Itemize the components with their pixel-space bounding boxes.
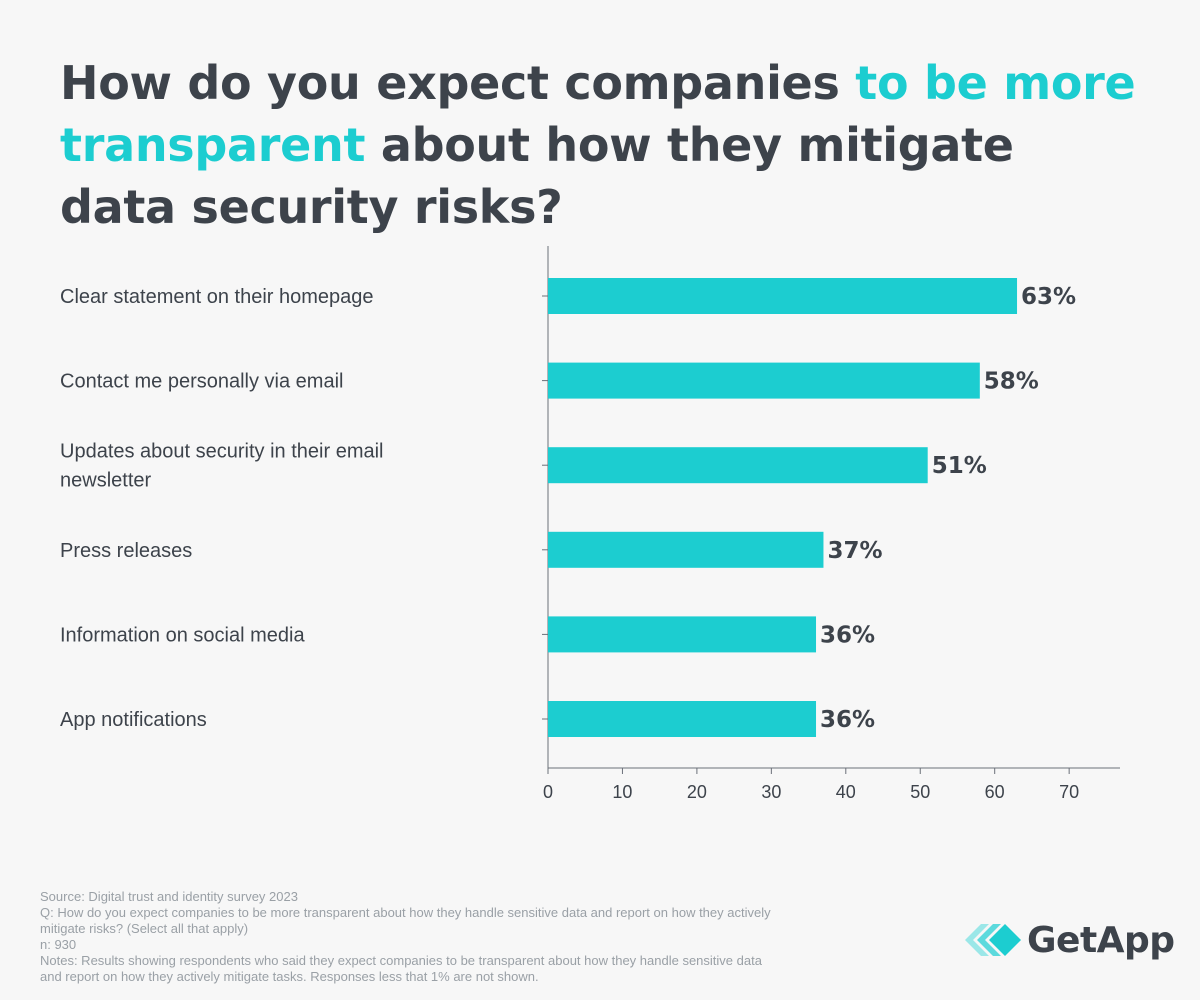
x-tick-label: 70 xyxy=(1059,782,1079,802)
footnote-question-line2: mitigate risks? (Select all that apply) xyxy=(40,921,249,936)
footnotes: Source: Digital trust and identity surve… xyxy=(40,889,880,985)
category-label-line: Information on social media xyxy=(60,624,305,646)
title-highlight: to be more transparent xyxy=(60,56,1136,172)
footnote-notes-line2: and report on how they actively mitigate… xyxy=(40,969,539,984)
category-label-line: Press releases xyxy=(60,540,192,562)
category-label: App notifications xyxy=(60,709,207,731)
category-label: Clear statement on their homepage xyxy=(60,286,374,308)
footnote-notes-line1: Notes: Results showing respondents who s… xyxy=(40,953,762,968)
footnote-question-line1: Q: How do you expect companies to be mor… xyxy=(40,905,771,920)
title-part-after: about how they mitigate data security ri… xyxy=(60,118,1014,234)
category-label-line: Updates about security in their email xyxy=(60,441,384,463)
logo-text: GetApp xyxy=(1027,919,1175,961)
category-label: Updates about security in their email new… xyxy=(60,441,384,492)
category-label-line: newsletter xyxy=(60,470,151,492)
bar-value-label: 58% xyxy=(984,369,1039,395)
footnote-sample-size: n: 930 xyxy=(40,937,77,952)
chart-title: How do you expect companies to be more t… xyxy=(60,52,1140,238)
bar-value-label: 37% xyxy=(827,538,882,564)
bar xyxy=(548,447,928,484)
category-label: Press releases xyxy=(60,540,192,562)
category-label-line: Contact me personally via email xyxy=(60,371,343,393)
footnote-source: Source: Digital trust and identity surve… xyxy=(40,889,298,904)
category-label: Contact me personally via email xyxy=(60,371,343,393)
bar-value-label: 51% xyxy=(932,453,987,479)
title-part-before: How do you expect companies xyxy=(60,56,856,110)
category-label: Information on social media xyxy=(60,624,305,646)
bar-chart: 0 10 20 30 40 50 60 70 63% Clear statement on the… xyxy=(60,246,1120,802)
bar xyxy=(548,531,824,568)
bar-value-label: 36% xyxy=(820,707,875,733)
x-tick-label: 40 xyxy=(836,782,856,802)
x-tick-label: 20 xyxy=(687,782,707,802)
bar xyxy=(548,616,817,653)
x-tick-label: 0 xyxy=(543,782,553,802)
bar xyxy=(548,278,1018,314)
category-label-line: App notifications xyxy=(60,709,207,731)
x-tick-label: 30 xyxy=(761,782,781,802)
bar xyxy=(548,701,817,737)
getapp-chevrons-icon xyxy=(965,924,1021,956)
x-tick-label: 60 xyxy=(985,782,1005,802)
x-tick-label: 50 xyxy=(910,782,930,802)
bar xyxy=(548,362,980,399)
x-tick-label: 10 xyxy=(612,782,632,802)
getapp-logo: GetApp xyxy=(965,918,1175,962)
bar-value-label: 63% xyxy=(1021,284,1076,310)
category-label-line: Clear statement on their homepage xyxy=(60,286,374,308)
bar-value-label: 36% xyxy=(820,622,875,648)
